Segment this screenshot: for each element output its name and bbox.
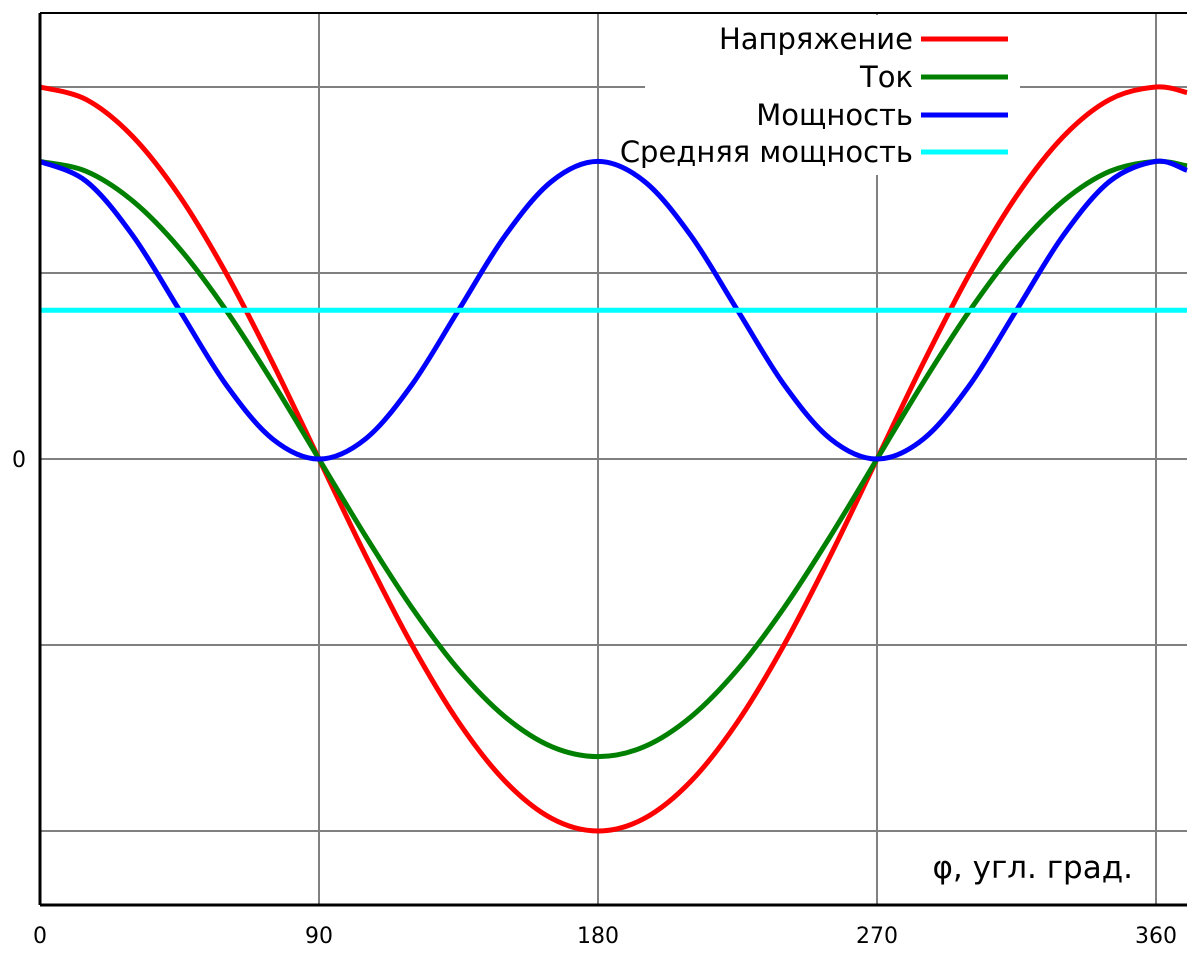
series-line-1 [39, 158, 1188, 760]
x-tick-label-360: 360 [1135, 924, 1177, 949]
x-axis-title: φ, угл. град. [932, 850, 1133, 886]
x-tick-label-180: 180 [577, 924, 619, 949]
legend-label-2: Мощность [756, 98, 913, 132]
series-line-2 [39, 158, 1188, 462]
x-tick-label-0: 0 [33, 924, 47, 949]
axes [38, 12, 1187, 907]
tick-labels: 0 90 180 270 360 0 [12, 448, 1177, 949]
x-tick-label-270: 270 [856, 924, 898, 949]
series-lines [39, 84, 1188, 834]
y-tick-label-0: 0 [12, 448, 26, 473]
x-tick-label-90: 90 [305, 924, 333, 949]
legend-label-0: Напряжение [719, 22, 913, 56]
series-line-0 [39, 84, 1188, 834]
legend-label-1: Ток [859, 60, 913, 94]
plot-area-mask-legend [645, 15, 1020, 175]
legend-label-3: Средняя мощность [620, 135, 913, 169]
